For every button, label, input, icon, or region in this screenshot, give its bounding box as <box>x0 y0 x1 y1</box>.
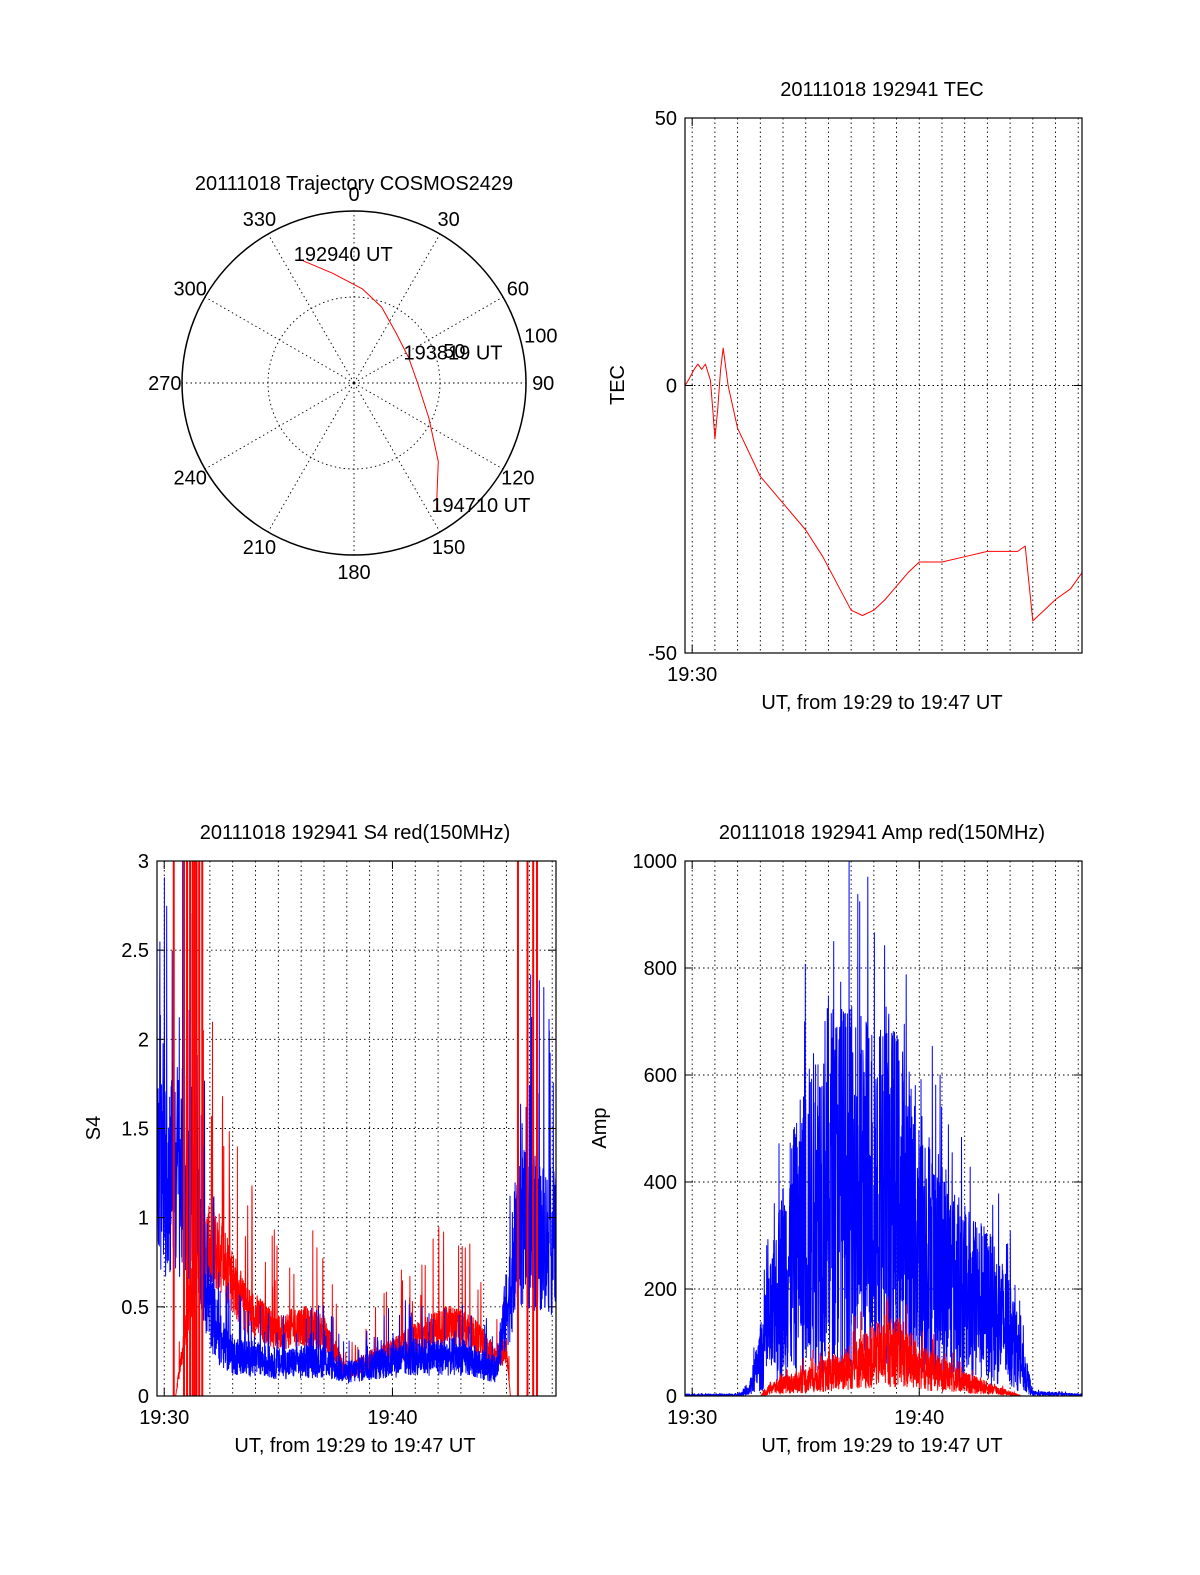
y-tick-label: 1000 <box>633 851 678 873</box>
series-line-red <box>685 347 1082 622</box>
time-label-1: 193819 UT <box>404 343 503 365</box>
s4-title: 20111018 192941 S4 red(150MHz) <box>200 822 511 844</box>
trajectory-polar-grid <box>181 210 527 556</box>
trajectory-path <box>298 258 439 510</box>
y-tick-label: 0 <box>666 1386 677 1408</box>
series-line-red <box>685 1296 1082 1396</box>
angle-label-60: 60 <box>507 278 529 300</box>
angle-label-120: 120 <box>501 468 534 490</box>
angle-label-270: 270 <box>148 373 181 395</box>
y-tick-label: 0 <box>138 1386 149 1408</box>
y-tick-label: 0 <box>666 376 677 398</box>
spoke-120 <box>353 382 504 470</box>
angle-label-90: 90 <box>532 373 554 395</box>
spoke-330 <box>267 233 355 384</box>
angle-label-300: 300 <box>173 278 206 300</box>
trajectory-panel: 20111018 Trajectory COSMOS2429 0 30 60 90 12… <box>148 173 557 584</box>
y-tick-label: 1 <box>138 1208 149 1230</box>
x-tick-label: 19:40 <box>894 1407 944 1429</box>
trajectory-angle-labels: 0 30 60 90 120 150 180 210 240 270 300 330 50 100 <box>148 184 557 584</box>
y-tick-label: 400 <box>644 1172 677 1194</box>
y-tick-label: 600 <box>644 1065 677 1087</box>
amp-xlabel: UT, from 19:29 to 19:47 UT <box>761 1435 1002 1457</box>
trajectory-track: 192940 UT 193819 UT 194710 UT <box>294 244 531 517</box>
plot-data <box>685 861 1082 1396</box>
amp-ylabel: Amp <box>589 1107 611 1148</box>
y-tick-label: 0.5 <box>121 1297 149 1319</box>
x-tick-label: 19:30 <box>139 1407 189 1429</box>
y-tick-label: 2.5 <box>121 940 149 962</box>
amp-panel: 20111018 192941 Amp red(150MHz) Amp UT, … <box>589 822 1083 1457</box>
spoke-210 <box>267 382 355 533</box>
angle-label-150: 150 <box>432 537 465 559</box>
tec-plot-area: -50 0 50 19:30 <box>648 108 1083 686</box>
y-tick-label: 800 <box>644 958 677 980</box>
series-line-red <box>157 1021 556 1396</box>
spoke-60 <box>353 296 504 384</box>
radius-label-50: 50 <box>443 341 465 363</box>
s4-plot-area: 0 0.5 1 1.5 2 2.5 3 19:30 19:40 <box>121 851 557 1429</box>
angle-label-180: 180 <box>337 562 370 584</box>
x-tick-label: 19:30 <box>667 1407 717 1429</box>
spoke-300 <box>204 296 355 384</box>
time-label-2: 194710 UT <box>431 495 530 517</box>
radius-label-100: 100 <box>524 326 557 348</box>
angle-label-330: 330 <box>243 209 276 231</box>
time-label-0: 192940 UT <box>294 244 393 266</box>
angle-label-30: 30 <box>437 209 459 231</box>
spoke-240 <box>204 382 355 470</box>
tec-title: 20111018 192941 TEC <box>780 79 984 101</box>
spoke-150 <box>353 382 441 533</box>
y-tick-label: 1.5 <box>121 1119 149 1141</box>
amp-plot-area: 0 200 400 600 800 1000 19:30 19:40 <box>633 851 1083 1429</box>
tec-xlabel: UT, from 19:29 to 19:47 UT <box>761 692 1002 714</box>
angle-label-0: 0 <box>348 184 359 206</box>
amp-title: 20111018 192941 Amp red(150MHz) <box>719 822 1045 844</box>
series-line-blue <box>157 861 556 1384</box>
y-tick-label: -50 <box>648 643 677 665</box>
x-tick-label: 19:30 <box>667 664 717 686</box>
s4-ylabel: S4 <box>83 1116 105 1140</box>
s4-panel: 20111018 192941 S4 red(150MHz) S4 UT, fr… <box>83 822 557 1457</box>
s4-xlabel: UT, from 19:29 to 19:47 UT <box>234 1435 475 1457</box>
spoke-30 <box>353 233 441 384</box>
x-tick-label: 19:40 <box>367 1407 417 1429</box>
plot-frame <box>684 860 1083 1397</box>
y-tick-label: 50 <box>655 108 677 130</box>
angle-label-240: 240 <box>173 468 206 490</box>
angle-label-210: 210 <box>243 537 276 559</box>
tec-ylabel: TEC <box>607 365 629 405</box>
tec-panel: 20111018 192941 TEC TEC UT, from 19:29 t… <box>607 79 1083 714</box>
plot-data <box>157 861 556 1396</box>
series-line-blue <box>685 861 1082 1396</box>
trajectory-title: 20111018 Trajectory COSMOS2429 <box>195 173 513 195</box>
plot-grid <box>685 118 1082 653</box>
y-tick-label: 3 <box>138 851 149 873</box>
y-tick-label: 2 <box>138 1029 149 1051</box>
y-tick-label: 200 <box>644 1279 677 1301</box>
plot-data <box>685 347 1082 622</box>
